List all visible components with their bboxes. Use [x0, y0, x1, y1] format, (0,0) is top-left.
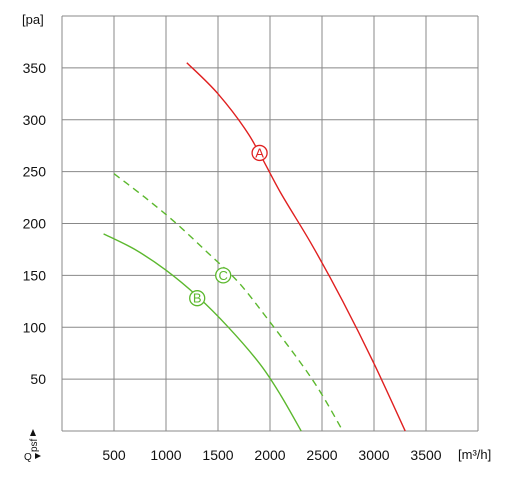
grid — [61, 15, 479, 432]
x-axis-arrow-icon — [35, 453, 41, 459]
y-tick-label: 300 — [23, 112, 47, 128]
x-tick-label: 1500 — [202, 447, 233, 463]
curve-b — [103, 233, 302, 432]
y-tick-label: 150 — [23, 267, 47, 283]
y-tick-label: 250 — [23, 164, 47, 180]
y-axis-label: [pa] — [22, 12, 44, 27]
curves — [103, 62, 406, 432]
x-tick-label: 2500 — [306, 447, 337, 463]
curve-label-b: B — [189, 290, 206, 307]
curve-label-a: A — [251, 144, 268, 162]
y-tick-label: 50 — [30, 371, 46, 387]
x-tick-label: 3000 — [358, 447, 389, 463]
curve-label-text: C — [219, 268, 228, 283]
curve-label-circle — [215, 267, 232, 284]
tick-labels: 500 1000 1500 2000 2500 3000 3500 50 100 150 200 25… — [23, 60, 442, 463]
x-axis-label: [m³/h] — [458, 447, 491, 462]
y-axis-arrow-icon — [30, 429, 36, 436]
curve-label-circle — [251, 144, 268, 162]
x-tick-label: 2000 — [254, 447, 285, 463]
y-axis-marker-label: psf — [29, 438, 40, 452]
x-tick-label: 500 — [102, 447, 126, 463]
curve-label-circle — [189, 290, 206, 307]
y-tick-label: 350 — [23, 60, 47, 76]
y-tick-label: 100 — [23, 319, 47, 335]
curve-labels: A B C — [189, 144, 268, 307]
x-axis-marker: Q — [24, 452, 41, 463]
y-tick-label: 200 — [23, 216, 47, 232]
curve-label-text: A — [255, 145, 264, 160]
curve-label-c: C — [215, 267, 232, 284]
x-tick-label: 1000 — [150, 447, 181, 463]
curve-a — [186, 62, 406, 432]
curve-c — [113, 173, 344, 432]
x-axis-marker-label: Q — [24, 452, 32, 463]
x-tick-label: 3500 — [410, 447, 441, 463]
curve-label-text: B — [193, 291, 202, 306]
y-axis-marker: psf — [29, 429, 40, 452]
